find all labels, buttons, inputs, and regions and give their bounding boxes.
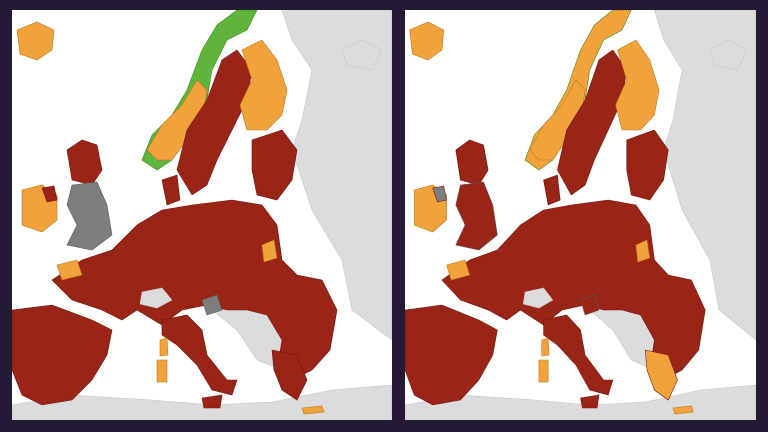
europe-map xyxy=(405,10,756,420)
map-left xyxy=(12,10,392,420)
europe-map xyxy=(12,10,392,420)
map-right xyxy=(405,10,756,420)
map-panel-right xyxy=(405,10,756,420)
map-panel-left xyxy=(12,10,392,420)
